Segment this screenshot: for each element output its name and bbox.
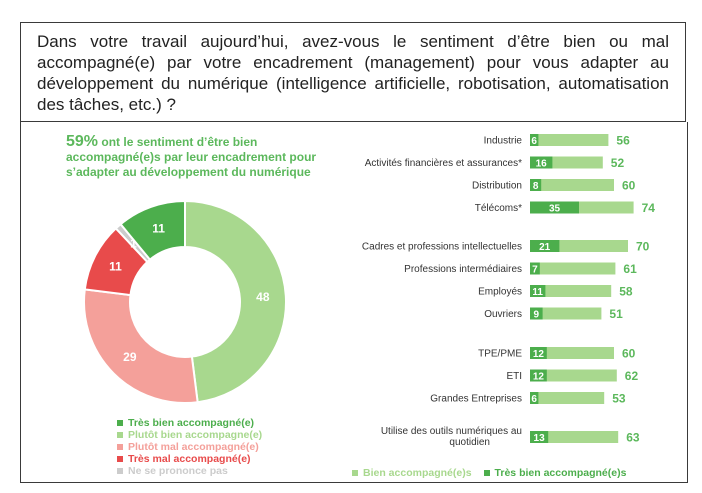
headline: 59% ont le sentiment d’être bien accompa…: [66, 134, 341, 180]
question-text: Dans votre travail aujourd’hui, avez-vou…: [20, 22, 686, 122]
bar-bien: [530, 179, 614, 191]
bar-category-label: Employés: [478, 287, 522, 298]
bar-category-label: Grandes Entreprises: [430, 394, 522, 405]
bar-bien-value: 60: [622, 347, 636, 361]
bar-bien-value: 60: [622, 179, 636, 193]
legend-label: Plutôt mal accompagné(e): [128, 441, 259, 453]
legend-item: Plutôt bien accompagne(e): [117, 429, 262, 441]
bar-tres-bien-value: 9: [534, 310, 540, 321]
bar-tres-bien: [530, 307, 543, 320]
bar-bien: [530, 392, 605, 404]
legend-item: Très bien accompagné(e)s: [483, 467, 627, 479]
bar-tres-bien: [530, 134, 539, 146]
bar-tres-bien-value: 7: [532, 265, 538, 276]
legend-item: Très mal accompagné(e): [117, 453, 262, 465]
bar-bien: [530, 347, 614, 359]
bar-bien-value: 52: [611, 156, 625, 170]
donut-slice-label: 29: [123, 350, 137, 364]
bar-bien-value: 51: [609, 307, 623, 321]
bar-category-label: Professions intermédiaires: [404, 264, 522, 275]
bar-legend: Bien accompagné(e)s Très bien accompagné(…: [352, 467, 638, 479]
bar-bien-value: 58: [619, 285, 633, 299]
bar-tres-bien-value: 13: [534, 433, 546, 444]
bar-tres-bien: [530, 285, 546, 297]
legend-label: Très bien accompagné(e): [128, 417, 255, 429]
bar-category-label: Distribution: [472, 181, 522, 192]
bar-tres-bien-value: 12: [533, 349, 545, 360]
donut-slice: [184, 199, 287, 404]
bar-tres-bien: [530, 201, 579, 214]
bar-bien-value: 56: [616, 134, 630, 148]
bar-bien: [530, 307, 602, 320]
headline-text: ont le sentiment d’être bien accompagné(…: [66, 135, 317, 179]
legend-item: Ne se prononce pas: [117, 465, 262, 477]
legend-item: Plutôt mal accompagné(e): [117, 441, 262, 453]
bar-category-label: Utilise des outils numériques au quotidie…: [381, 426, 522, 448]
legend-swatch: [117, 432, 123, 438]
bar-tres-bien: [530, 392, 539, 404]
bar-tres-bien-value: 21: [539, 242, 551, 253]
legend-label: Plutôt bien accompagne(e): [128, 429, 263, 441]
legend-swatch: [117, 468, 123, 474]
bar-tres-bien: [530, 240, 560, 252]
donut-slice: [119, 199, 186, 262]
bar-bien: [530, 285, 612, 297]
donut-slice-label: 11: [109, 260, 122, 274]
bar-bien-value: 53: [612, 392, 626, 406]
legend-swatch: [352, 470, 358, 476]
donut-legend: Très bien accompagné(e) Plutôt bien accom…: [117, 417, 262, 477]
bar-bien-value: 63: [626, 431, 640, 445]
bar-tres-bien-value: 6: [531, 394, 537, 405]
legend-item: Très bien accompagné(e): [117, 417, 262, 429]
bar-category-label: TPE/PME: [478, 349, 522, 360]
bar-bien: [530, 431, 619, 443]
legend-swatch: [483, 470, 490, 476]
bar-tres-bien: [530, 156, 553, 169]
donut-slice-label: 1: [130, 236, 137, 250]
bar-tres-bien-value: 12: [533, 372, 545, 383]
bar-category-label: Ouvriers: [484, 309, 522, 320]
bar-bien: [530, 262, 616, 275]
bar-tres-bien-value: 8: [533, 181, 539, 192]
legend-label: Très bien accompagné(e)s: [494, 467, 627, 479]
legend-label: Ne se prononce pas: [128, 465, 228, 477]
legend-swatch: [117, 456, 123, 462]
bar-bien: [530, 134, 609, 146]
bar-tres-bien: [530, 431, 549, 443]
donut-slice-label: 48: [256, 290, 270, 304]
bar-category-label: ETI: [506, 371, 522, 382]
bar-tres-bien-value: 16: [536, 159, 548, 170]
bar-bien-value: 61: [623, 262, 637, 276]
legend-item: Bien accompagné(e)s: [352, 467, 472, 479]
bar-tres-bien-value: 6: [531, 136, 537, 147]
bar-tres-bien: [530, 347, 547, 359]
legend-label: Bien accompagné(e)s: [363, 467, 472, 479]
bar-bien-value: 70: [636, 240, 650, 254]
bar-bien-value: 74: [642, 201, 656, 215]
bar-tres-bien: [530, 369, 547, 382]
bar-tres-bien-value: 35: [549, 204, 561, 215]
legend-swatch: [117, 420, 123, 426]
legend-swatch: [117, 444, 123, 450]
legend-label: Très mal accompagné(e): [128, 453, 251, 465]
bar-category-label: Cadres et professions intellectuelles: [362, 242, 522, 253]
bar-tres-bien-value: 11: [532, 287, 543, 298]
bar-tres-bien: [530, 179, 542, 191]
bar-category-label: Télécoms*: [475, 203, 522, 214]
donut-slice: [83, 288, 199, 404]
chart-frame: [20, 122, 688, 483]
bar-bien: [530, 369, 617, 382]
bar-bien-value: 62: [625, 369, 639, 383]
bar-category-label: Activités financières et assurances*: [365, 158, 522, 169]
bar-tres-bien: [530, 262, 540, 275]
donut-slice-label: 11: [152, 222, 165, 236]
bar-category-label: Industrie: [484, 136, 523, 147]
headline-percent: 59%: [66, 133, 99, 150]
